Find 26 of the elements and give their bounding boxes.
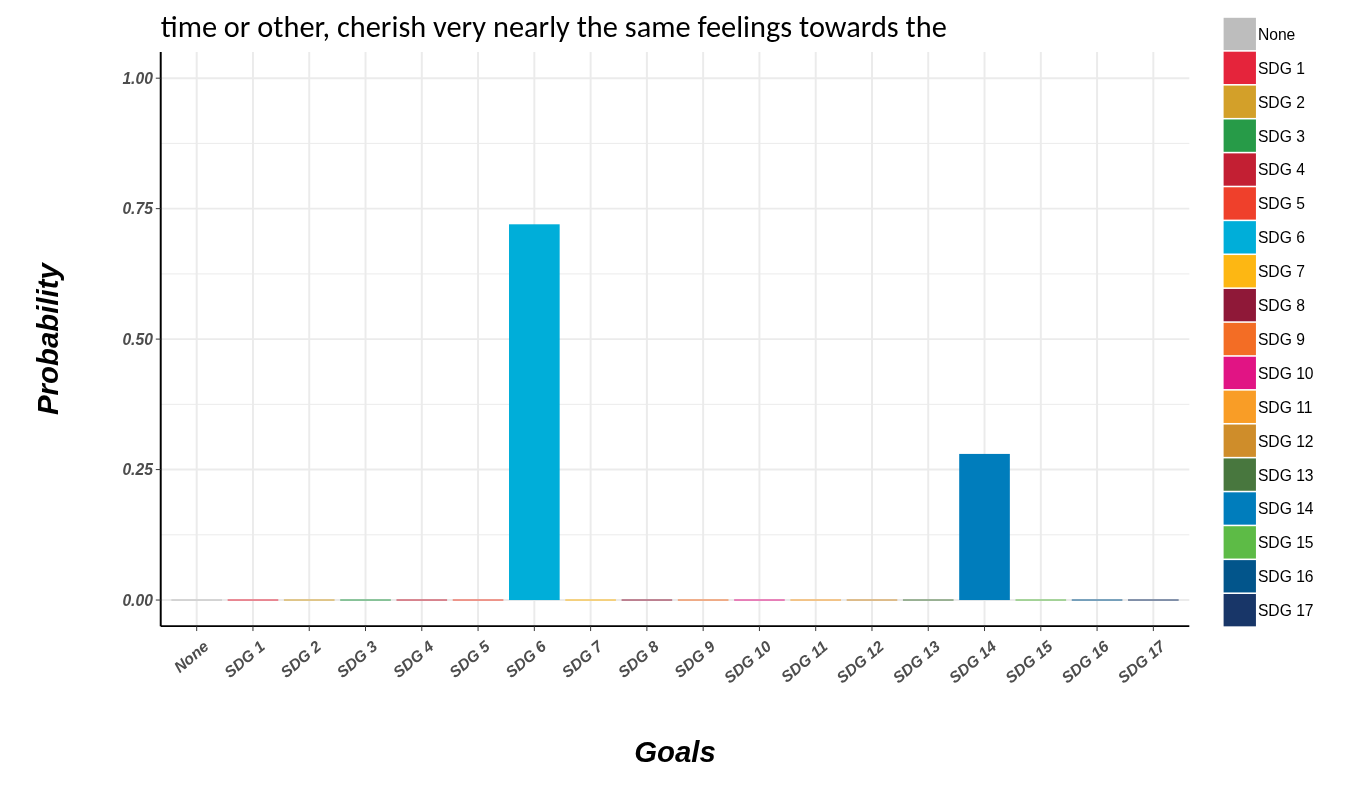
- legend-label: SDG 1: [1257, 59, 1305, 77]
- y-tick-label: 0.25: [122, 461, 154, 479]
- legend-label: SDG 7: [1257, 263, 1305, 281]
- y-axis-title: Probability: [30, 261, 64, 416]
- legend-label: SDG 12: [1257, 432, 1314, 450]
- y-tick-label: 0.75: [122, 200, 154, 218]
- y-tick-label: 0.00: [122, 591, 154, 609]
- legend-label: SDG 9: [1257, 330, 1305, 348]
- legend-label: SDG 13: [1257, 466, 1314, 484]
- legend-label: SDG 16: [1257, 568, 1314, 586]
- legend-label: SDG 17: [1257, 602, 1314, 620]
- legend-label: SDG 14: [1257, 500, 1314, 518]
- legend-label: SDG 2: [1257, 93, 1305, 111]
- legend-label: SDG 3: [1257, 127, 1306, 145]
- text: time or other, cherish very nearly the same feelings towards the: [160, 8, 947, 46]
- x-axis-title: Goals: [634, 735, 716, 769]
- legend-label: SDG 5: [1257, 195, 1306, 213]
- y-tick-label: 1.00: [122, 69, 154, 87]
- legend-label: SDG 15: [1257, 534, 1314, 552]
- legend-label: SDG 6: [1257, 229, 1306, 247]
- legend-label: SDG 8: [1257, 297, 1306, 315]
- legend-label: SDG 10: [1257, 364, 1314, 382]
- legend-label: SDG 4: [1257, 161, 1306, 179]
- legend-label: None: [1257, 25, 1296, 43]
- legend-label: SDG 11: [1257, 398, 1313, 416]
- y-tick-label: 0.50: [122, 330, 154, 348]
